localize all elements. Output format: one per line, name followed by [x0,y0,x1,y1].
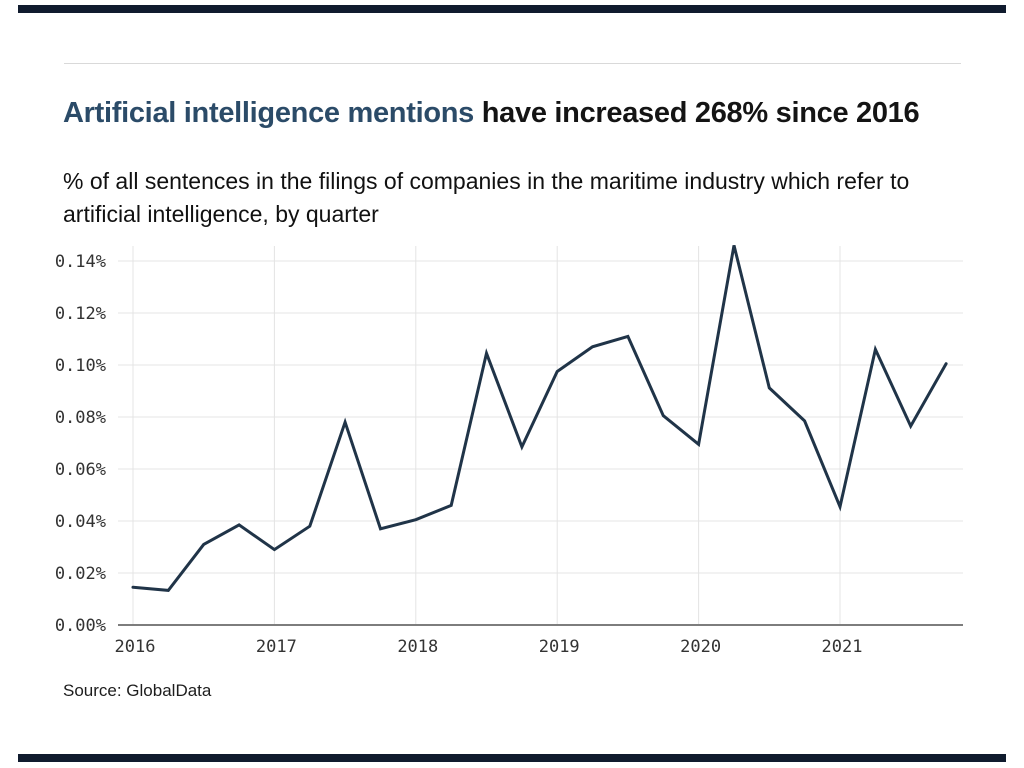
title-rest-text: have increased 268% since 2016 [474,97,920,130]
y-axis-tick-label: 0.12% [55,304,106,324]
top-border-bar [18,5,1006,13]
x-axis-tick-label: 2019 [539,637,580,657]
source-credit: Source: GlobalData [63,681,212,700]
y-axis-tick-label: 0.08% [55,408,106,428]
x-axis-tick-label: 2020 [680,637,721,657]
bottom-border-bar [18,754,1006,762]
header-divider-line [64,63,961,64]
title-accent-text: Artificial intelligence mentions [63,97,474,130]
y-axis-tick-label: 0.04% [55,512,106,532]
y-axis-tick-label: 0.02% [55,564,106,584]
chart-subtitle: % of all sentences in the filings of com… [63,168,910,227]
y-axis-tick-label: 0.14% [55,252,106,272]
x-axis-tick-label: 2021 [822,637,863,657]
y-axis-tick-label: 0.10% [55,356,106,376]
page-title: Artificial intelligence mentions have in… [63,96,963,131]
y-axis-tick-label: 0.06% [55,460,106,480]
y-axis-tick-label: 0.00% [55,616,106,636]
x-axis-tick-label: 2018 [397,637,438,657]
x-axis-tick-label: 2017 [256,637,297,657]
data-line-series [131,245,948,592]
x-axis-tick-label: 2016 [115,637,156,657]
